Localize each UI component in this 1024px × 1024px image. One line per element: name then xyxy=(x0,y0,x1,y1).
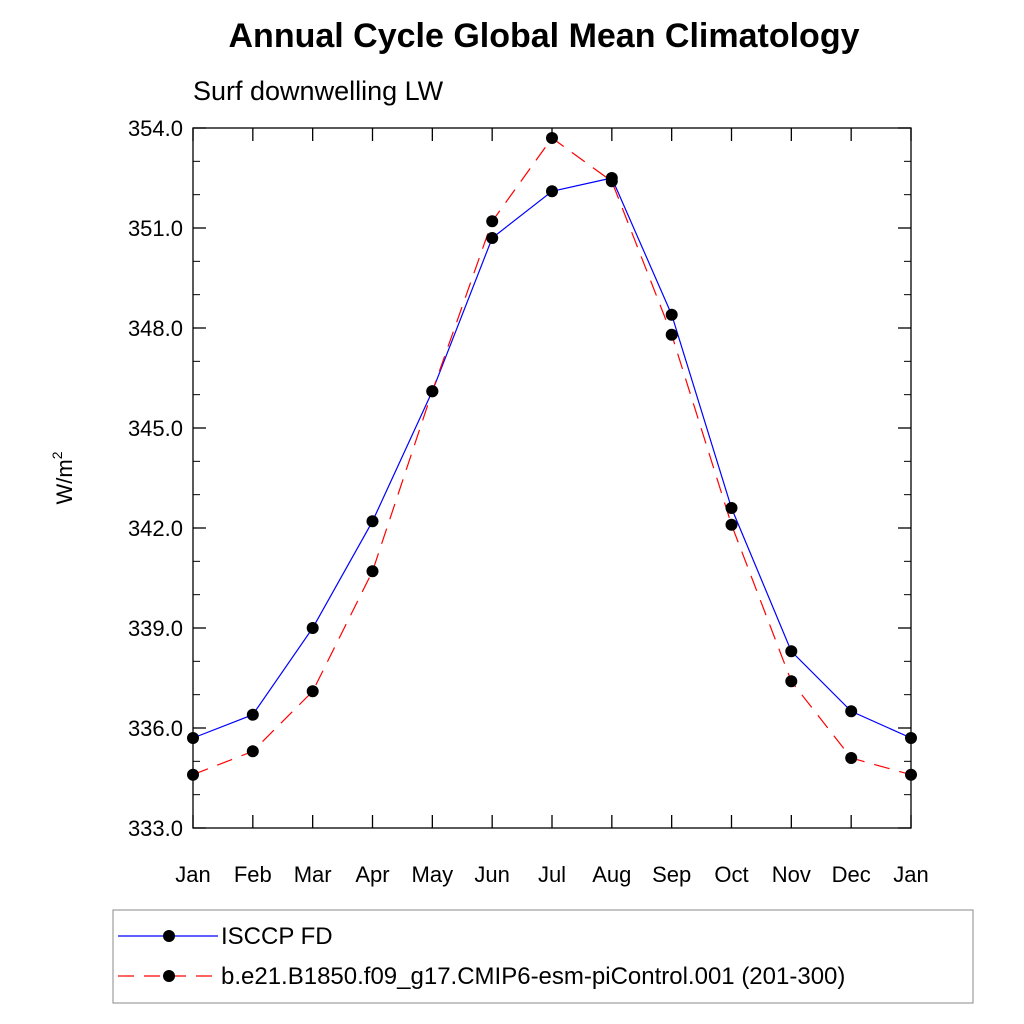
x-tick-label: Jan xyxy=(175,862,210,887)
data-point-model xyxy=(306,685,319,698)
x-tick-label: Oct xyxy=(714,862,748,887)
y-tick-label: 345.0 xyxy=(128,416,183,441)
data-point-model xyxy=(665,328,678,341)
legend-label-isccp: ISCCP FD xyxy=(221,923,333,950)
data-point-model xyxy=(546,132,558,144)
y-tick-label: 354.0 xyxy=(128,116,183,141)
data-point-isccp xyxy=(486,232,499,244)
data-point-isccp xyxy=(785,645,798,658)
y-tick-label: 339.0 xyxy=(128,616,183,641)
y-axis-label: W/m xyxy=(52,459,77,504)
y-tick-label: 336.0 xyxy=(128,716,183,741)
series-line-isccp xyxy=(192,177,912,739)
x-tick-label: Mar xyxy=(294,862,332,887)
x-tick-label: Jan xyxy=(893,862,928,887)
data-point-isccp xyxy=(845,705,858,718)
x-tick-label: May xyxy=(412,862,454,887)
y-tick-label: 348.0 xyxy=(128,316,183,341)
data-point-model xyxy=(785,675,798,688)
x-tick-label: Feb xyxy=(234,862,272,887)
chart-subtitle: Surf downwelling LW xyxy=(193,76,444,106)
data-point-isccp xyxy=(546,185,558,198)
data-point-model xyxy=(366,565,379,578)
y-axis-title: W/m2 xyxy=(49,451,77,504)
legend-marker-isccp xyxy=(163,930,175,942)
legend-marker-model xyxy=(163,970,175,982)
x-tick-label: Dec xyxy=(832,862,871,887)
legend-box xyxy=(112,909,974,1004)
data-point-isccp xyxy=(246,708,259,721)
data-point-isccp xyxy=(725,502,738,514)
data-point-isccp xyxy=(665,308,678,321)
data-point-isccp xyxy=(306,622,319,634)
y-tick-label: 351.0 xyxy=(128,216,183,241)
data-point-model xyxy=(725,518,738,531)
plot-area: 333.0 336.0 339.0 342.0 345.0 348.0 351.0 354.0… xyxy=(128,116,929,887)
x-tick-label: Jun xyxy=(474,862,509,887)
x-tick-label: Sep xyxy=(652,862,691,887)
plot-frame xyxy=(192,127,912,829)
series-line-model xyxy=(192,137,912,776)
data-point-model xyxy=(426,385,439,398)
y-tick-label: 342.0 xyxy=(128,516,183,541)
data-point-model xyxy=(246,745,259,758)
y-axis-label-superscript: 2 xyxy=(49,451,65,459)
data-point-model xyxy=(845,752,858,764)
legend-label-model: b.e21.B1850.f09_g17.CMIP6-esm-piControl.… xyxy=(221,963,845,990)
x-tick-label: Jul xyxy=(538,862,566,887)
data-point-model xyxy=(486,215,499,228)
svg-text:W/m2: W/m2 xyxy=(49,451,77,504)
x-tick-label: Aug xyxy=(592,862,631,887)
chart-title: Annual Cycle Global Mean Climatology xyxy=(229,17,860,55)
x-tick-label: Apr xyxy=(355,862,389,887)
data-point-isccp xyxy=(366,515,379,528)
legend: ISCCP FD b.e21.B1850.f09_g17.CMIP6-esm-p… xyxy=(112,909,974,1004)
data-point-model xyxy=(605,175,618,188)
x-tick-label: Nov xyxy=(772,862,811,887)
y-tick-label: 333.0 xyxy=(128,816,183,841)
